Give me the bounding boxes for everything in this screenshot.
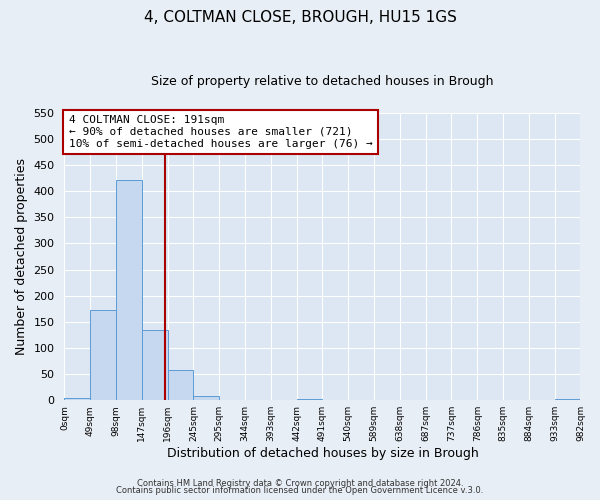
Bar — [193, 396, 219, 400]
Bar — [296, 399, 322, 400]
Text: 4 COLTMAN CLOSE: 191sqm
← 90% of detached houses are smaller (721)
10% of semi-d: 4 COLTMAN CLOSE: 191sqm ← 90% of detache… — [68, 116, 373, 148]
Title: Size of property relative to detached houses in Brough: Size of property relative to detached ho… — [151, 75, 494, 88]
X-axis label: Distribution of detached houses by size in Brough: Distribution of detached houses by size … — [167, 447, 478, 460]
Text: 4, COLTMAN CLOSE, BROUGH, HU15 1GS: 4, COLTMAN CLOSE, BROUGH, HU15 1GS — [143, 10, 457, 25]
Text: Contains public sector information licensed under the Open Government Licence v.: Contains public sector information licen… — [116, 486, 484, 495]
Bar — [554, 398, 580, 400]
Bar — [90, 310, 116, 400]
Bar — [116, 180, 142, 400]
Text: Contains HM Land Registry data © Crown copyright and database right 2024.: Contains HM Land Registry data © Crown c… — [137, 478, 463, 488]
Bar — [64, 398, 90, 400]
Y-axis label: Number of detached properties: Number of detached properties — [15, 158, 28, 355]
Bar — [142, 330, 167, 400]
Bar — [167, 370, 193, 400]
